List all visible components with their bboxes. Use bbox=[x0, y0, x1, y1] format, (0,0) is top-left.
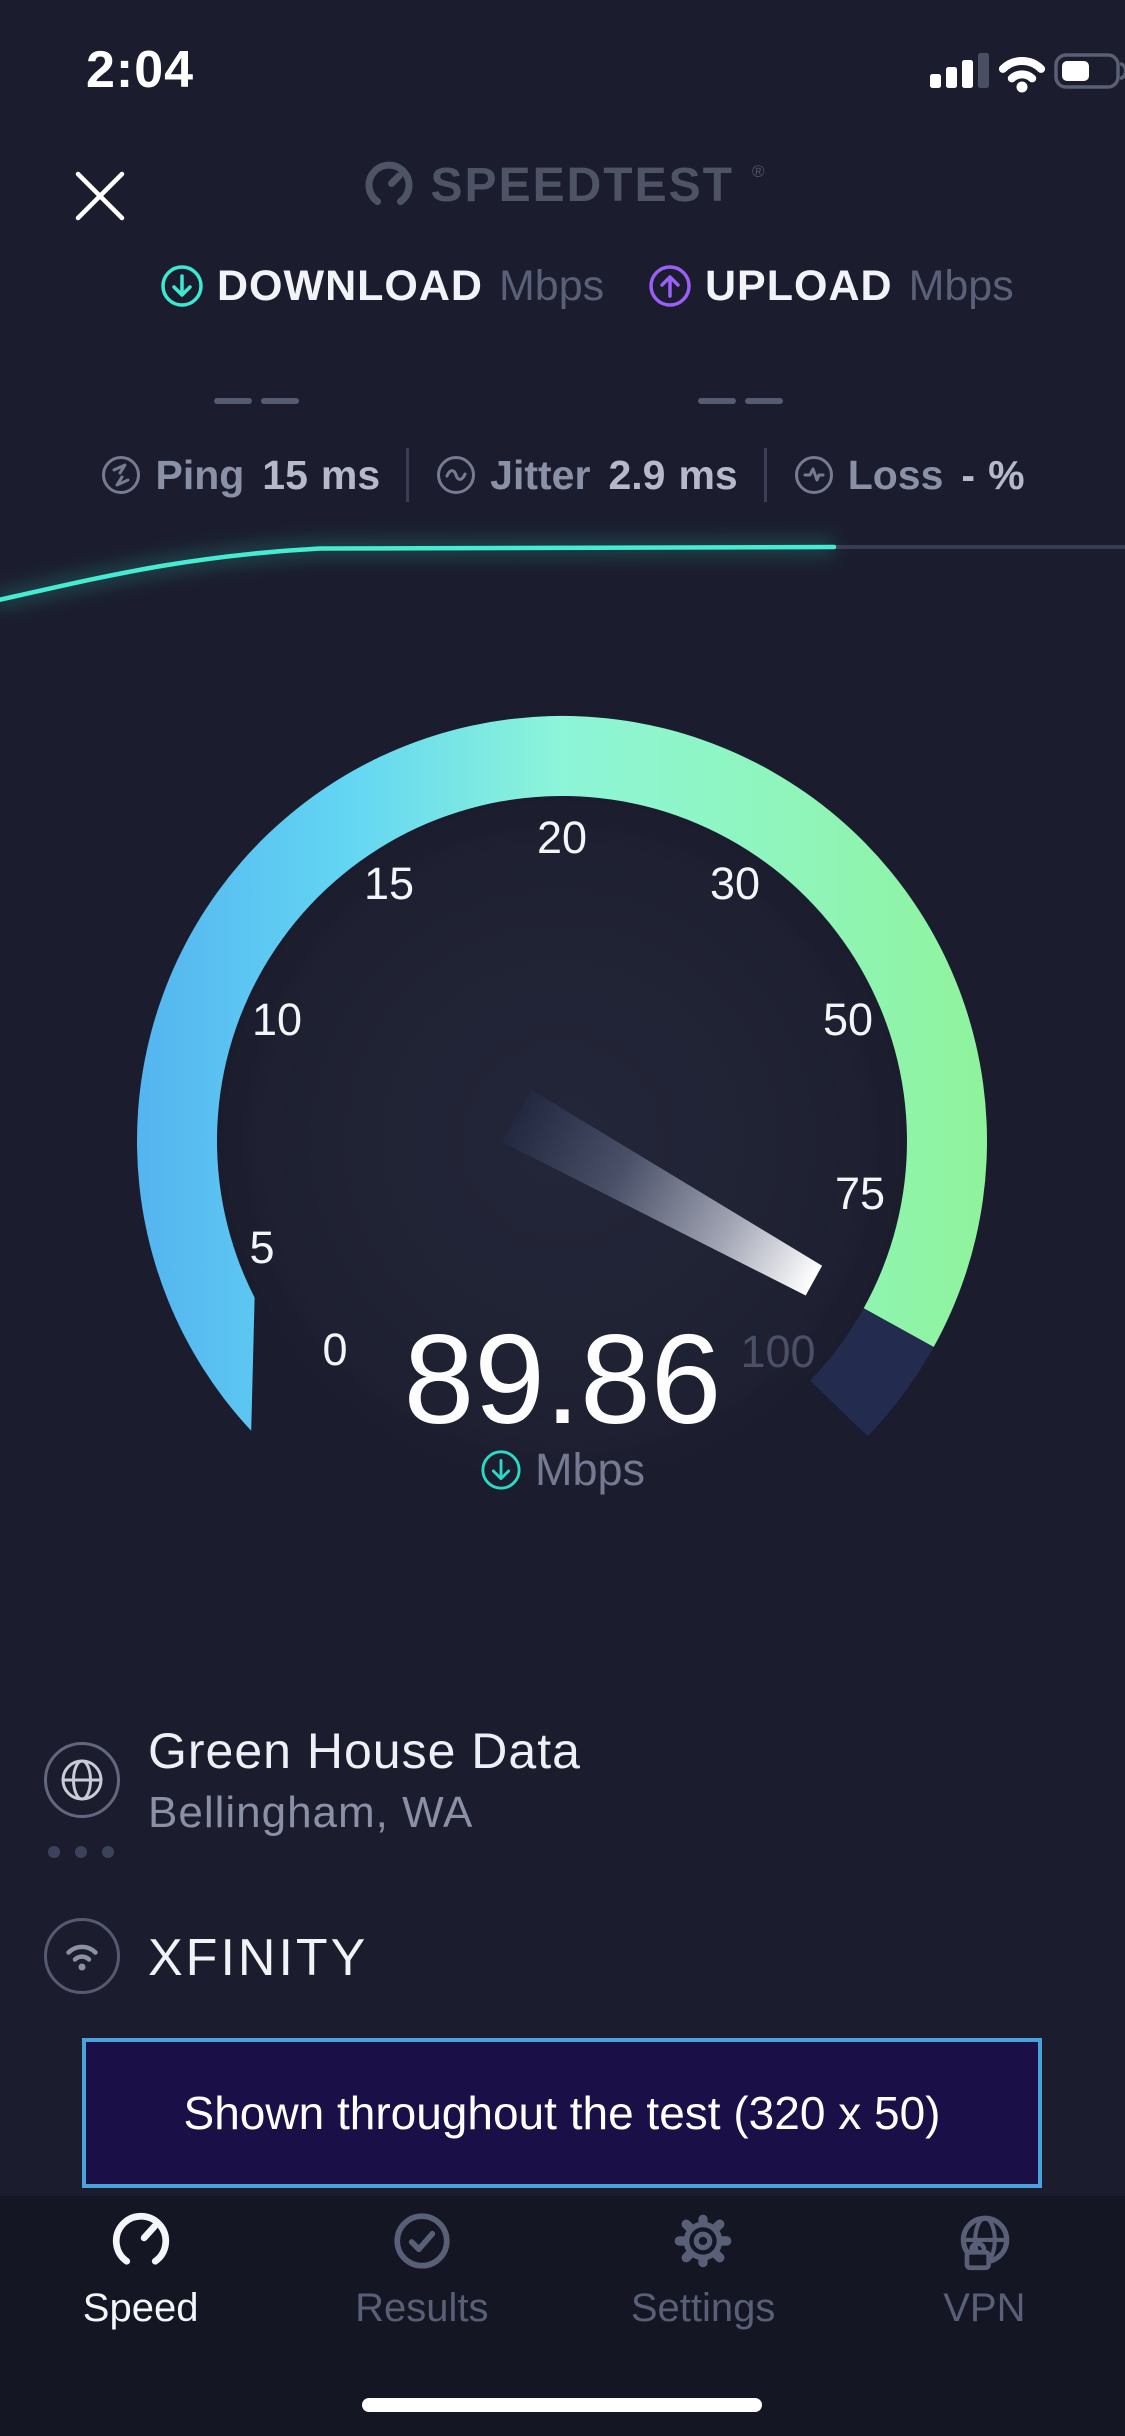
tab-settings-label: Settings bbox=[630, 2286, 776, 2330]
gauge-tick-100: 100 bbox=[740, 1326, 816, 1377]
results-check-icon bbox=[394, 2213, 450, 2269]
loss-icon bbox=[794, 456, 833, 494]
upload-metric-header: UPLOAD Mbps bbox=[648, 261, 1014, 310]
gauge-tick-0: 0 bbox=[322, 1324, 348, 1375]
loss-label: Loss bbox=[847, 451, 944, 498]
isp-name: XFINITY bbox=[148, 1929, 369, 1987]
home-indicator[interactable] bbox=[362, 2398, 762, 2412]
loss-value: - bbox=[961, 451, 976, 498]
latency-row: Ping 15 ms Jitter 2.9 ms Loss - % bbox=[0, 448, 1125, 502]
gauge-progress-arc bbox=[137, 715, 988, 1431]
ad-banner-text: Shown throughout the test (320 x 50) bbox=[183, 2087, 941, 2139]
status-bar-icons bbox=[930, 53, 1125, 93]
jitter-label: Jitter bbox=[490, 451, 591, 498]
vpn-globe-lock-icon bbox=[961, 2215, 1010, 2271]
ping-unit: ms bbox=[320, 451, 381, 498]
upload-value-placeholder bbox=[698, 398, 783, 404]
sparkline-line bbox=[0, 544, 837, 602]
download-label: DOWNLOAD bbox=[217, 261, 483, 310]
separator bbox=[406, 448, 410, 502]
gauge-tick-20: 20 bbox=[536, 812, 588, 863]
ping-value: 15 bbox=[262, 451, 308, 498]
upload-unit: Mbps bbox=[908, 261, 1014, 310]
gauge-tick-75: 75 bbox=[834, 1168, 886, 1219]
dash bbox=[745, 398, 783, 404]
jitter-unit: ms bbox=[678, 451, 738, 498]
tab-vpn-label: VPN bbox=[943, 2286, 1026, 2330]
dash bbox=[698, 398, 736, 404]
server-globe-icon bbox=[44, 1742, 120, 1818]
ping-group: Ping 15 ms bbox=[100, 452, 380, 499]
speed-unit-label: Mbps bbox=[534, 1444, 646, 1495]
gauge-tick-15: 15 bbox=[363, 858, 415, 909]
wifi-icon bbox=[998, 56, 1046, 93]
gauge-needle bbox=[502, 1089, 823, 1296]
dot bbox=[102, 1846, 114, 1858]
download-value-placeholder bbox=[214, 398, 299, 404]
jitter-group: Jitter 2.9 ms bbox=[435, 452, 738, 499]
download-icon bbox=[481, 1450, 521, 1490]
close-icon bbox=[75, 171, 125, 221]
separator bbox=[763, 448, 767, 502]
jitter-value: 2.9 bbox=[608, 451, 666, 498]
ping-icon bbox=[102, 456, 141, 494]
tab-speed[interactable]: Speed bbox=[0, 2196, 281, 2436]
tab-bar: Speed Results bbox=[0, 2196, 1125, 2436]
isp-wifi-icon bbox=[44, 1918, 120, 1994]
ad-banner[interactable]: Shown throughout the test (320 x 50) bbox=[82, 2038, 1042, 2188]
tab-vpn[interactable]: VPN bbox=[844, 2196, 1125, 2436]
dot bbox=[75, 1846, 87, 1858]
current-speed-value: 89.86 bbox=[403, 1308, 722, 1450]
dot bbox=[48, 1846, 60, 1858]
speedtest-logo-icon bbox=[365, 161, 412, 205]
upload-label: UPLOAD bbox=[705, 261, 893, 310]
server-options-ellipsis[interactable] bbox=[48, 1846, 114, 1858]
gauge-tick-5: 5 bbox=[249, 1222, 275, 1273]
tab-results[interactable]: Results bbox=[281, 2196, 562, 2436]
upload-icon bbox=[649, 265, 691, 307]
speedometer-icon bbox=[112, 2212, 169, 2265]
loss-unit: % bbox=[988, 451, 1025, 498]
speedtest-logo-text: SPEEDTEST bbox=[430, 159, 734, 212]
dash bbox=[261, 398, 299, 404]
status-bar-time: 2:04 bbox=[86, 41, 195, 99]
registered-mark: ® bbox=[751, 161, 765, 181]
server-name: Green House Data bbox=[148, 1723, 581, 1779]
ping-label: Ping bbox=[155, 451, 245, 498]
server-location: Bellingham, WA bbox=[148, 1788, 474, 1837]
download-icon bbox=[161, 265, 203, 307]
settings-gear-icon bbox=[674, 2214, 732, 2268]
gauge-inner-ring bbox=[249, 828, 875, 1454]
speed-gauge bbox=[137, 715, 988, 1486]
tab-speed-label: Speed bbox=[82, 2286, 199, 2330]
close-button[interactable] bbox=[72, 168, 128, 224]
download-metric-header: DOWNLOAD Mbps bbox=[160, 261, 605, 310]
dash bbox=[214, 398, 252, 404]
gauge-tick-30: 30 bbox=[709, 858, 761, 909]
tab-results-label: Results bbox=[355, 2286, 489, 2330]
gauge-tick-10: 10 bbox=[251, 994, 303, 1045]
jitter-icon bbox=[437, 456, 476, 494]
gauge-tick-50: 50 bbox=[822, 994, 874, 1045]
tab-settings[interactable]: Settings bbox=[563, 2196, 844, 2436]
current-speed-unit-row: Mbps bbox=[0, 1444, 1125, 1496]
loss-group: Loss - % bbox=[793, 452, 1025, 499]
speedtest-logo: SPEEDTEST ® bbox=[0, 158, 1125, 213]
throughput-sparkline bbox=[0, 539, 1125, 608]
download-unit: Mbps bbox=[498, 261, 605, 310]
cell-signal-icon bbox=[930, 53, 989, 88]
battery-icon bbox=[1054, 53, 1125, 89]
gauge-remaining-arc bbox=[810, 1308, 934, 1437]
